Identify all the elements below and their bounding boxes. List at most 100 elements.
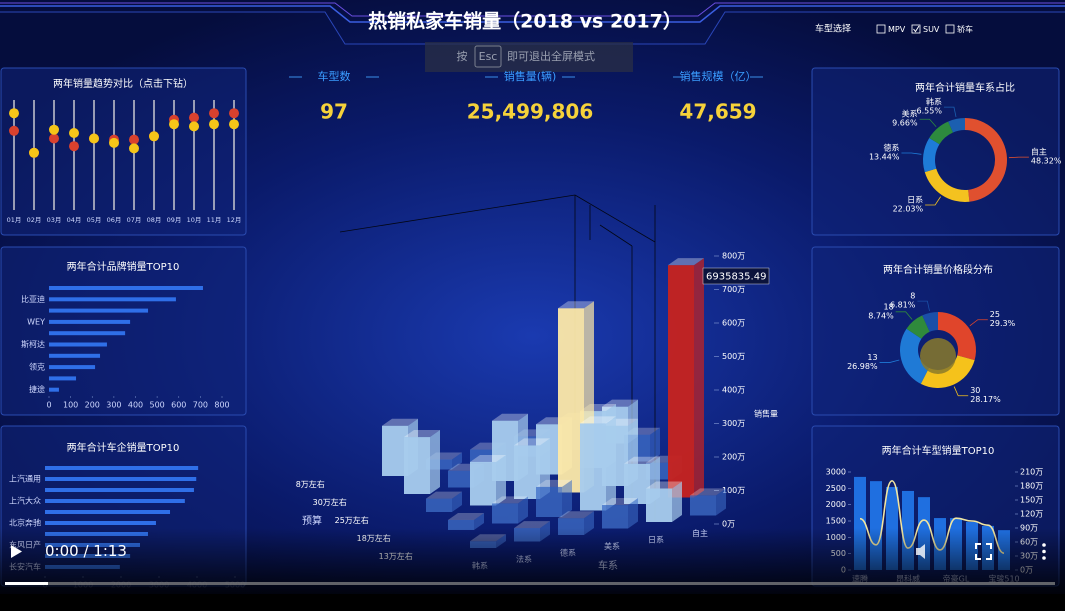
x-tick-label: 03月: [47, 216, 62, 224]
slice-label: 8: [910, 292, 915, 301]
chart-title: 两年合计销量车系占比: [915, 81, 1015, 94]
bar3d: [404, 430, 440, 494]
bar-front: [646, 488, 672, 522]
bar-side: [694, 258, 704, 498]
dot: [129, 143, 139, 154]
bar3d: [602, 498, 638, 529]
bar-top: [690, 488, 726, 496]
checkbox: [945, 24, 955, 34]
slice: [929, 121, 953, 145]
slice: [948, 118, 965, 133]
progress-track[interactable]: [5, 582, 1055, 585]
menu-dot[interactable]: [1042, 543, 1046, 547]
bar-front: [470, 461, 496, 506]
slice-label: 日系: [907, 194, 923, 204]
bar: [49, 331, 126, 336]
bar: [49, 319, 131, 324]
bar-top: [558, 301, 594, 309]
bar-top: [580, 416, 616, 424]
slice-label: 25: [990, 310, 1000, 319]
bar: [45, 488, 194, 492]
play-button[interactable]: [11, 545, 22, 558]
slice: [938, 312, 977, 361]
bar-top: [514, 521, 550, 529]
x-tick-label: 400: [128, 401, 143, 410]
bar3d: [426, 491, 462, 512]
y-tick-label: 700万: [722, 285, 745, 294]
bar-top: [602, 498, 638, 506]
bar-front: [690, 495, 716, 516]
slice: [965, 118, 1008, 202]
bar-front: [624, 463, 650, 504]
bar-top: [602, 399, 638, 407]
slice-label: 美系: [902, 109, 918, 119]
slice: [906, 315, 930, 339]
y-tick-label: 北京奔驰: [9, 518, 41, 528]
kpi-label: 车型数: [318, 69, 351, 83]
bar-side: [518, 496, 528, 524]
menu-dot[interactable]: [1042, 549, 1046, 554]
leader-line: [895, 311, 913, 320]
header-frame: [0, 5, 1065, 23]
bar-side: [716, 488, 726, 516]
slice-value: 28.17%: [970, 395, 1001, 404]
menu-dot[interactable]: [1042, 556, 1046, 560]
slice-value: 9.66%: [892, 119, 918, 128]
page-title: 热销私家车销量（2018 vs 2017）: [368, 10, 682, 33]
dot: [49, 124, 59, 135]
slice-label: 30: [970, 386, 980, 395]
dot: [69, 141, 79, 152]
bar-front: [448, 519, 474, 530]
chart-title: 两年合计品牌销量TOP10: [67, 260, 180, 273]
bar: [49, 286, 203, 290]
bar-front: [580, 423, 606, 511]
x-tick-label: 02月: [27, 216, 42, 224]
x-tick-label: 04月: [67, 216, 82, 224]
leader-line: [919, 118, 937, 128]
x-tick-label: 12月: [227, 216, 242, 224]
bar-top: [448, 512, 484, 520]
dot: [129, 134, 139, 145]
y-tick-label: 800万: [722, 252, 745, 261]
bar: [49, 297, 176, 302]
y-tick-label: 比亚迪: [21, 294, 45, 304]
bar3d: [448, 512, 484, 530]
bar-side: [606, 416, 616, 511]
x-tick-label: 05月: [87, 216, 102, 224]
bar-side: [452, 452, 462, 470]
bar: [49, 387, 59, 392]
bar3d: [624, 456, 660, 504]
bar-top: [514, 438, 550, 446]
dot: [9, 125, 19, 136]
slice-value: 22.03%: [893, 204, 924, 213]
y2-tick-label: 180万: [1020, 482, 1043, 491]
panel: [0, 67, 247, 236]
bar: [49, 376, 77, 381]
slice-value: 8.74%: [868, 311, 894, 320]
slice-label: 18: [884, 302, 894, 311]
bar3d: [514, 438, 550, 499]
bar-side: [628, 498, 638, 529]
dot: [109, 137, 119, 148]
y-tick-label: 1500: [826, 517, 846, 526]
bar-side: [650, 427, 660, 462]
fullscreen-hint: [425, 42, 633, 72]
leader-line: [1008, 156, 1029, 159]
bar-top: [382, 418, 418, 426]
fullscreen-button[interactable]: [975, 543, 992, 560]
y-tick-label: 400万: [722, 386, 745, 395]
y2-tick-label: 150万: [1020, 496, 1043, 505]
x-tick-label: 10月: [187, 216, 202, 224]
x-tick-label: 600: [171, 401, 186, 410]
volume-button[interactable]: [916, 544, 925, 559]
bar-top: [492, 496, 528, 504]
bar-top: [668, 258, 704, 266]
bar-front: [492, 503, 518, 524]
dot: [229, 108, 239, 119]
checkmark: [913, 25, 920, 33]
x-tick-label: 500: [149, 401, 164, 410]
dot: [189, 112, 199, 123]
y-tick-label: 3000: [826, 468, 846, 477]
tooltip-box: [702, 267, 770, 285]
